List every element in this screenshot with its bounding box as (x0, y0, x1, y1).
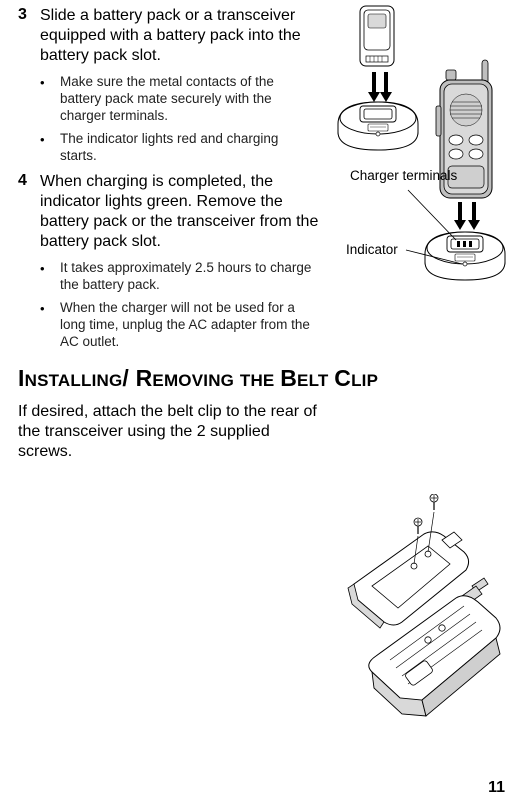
bullet-marker: • (40, 300, 60, 351)
bullet-marker: • (40, 260, 60, 294)
bullet-text: When the charger will not be used for a … (60, 300, 315, 351)
page-number: 11 (488, 779, 505, 797)
bullet-marker: • (40, 131, 60, 165)
bullet-text: It takes approximately 2.5 hours to char… (60, 260, 315, 294)
bullet-marker: • (40, 74, 60, 125)
bullet-text: The indicator lights red and charging st… (60, 131, 315, 165)
belt-clip-diagram (316, 494, 511, 749)
body-text: If desired, attach the belt clip to the … (18, 402, 323, 462)
step-number: 3 (18, 6, 40, 66)
step-text: Slide a battery pack or a transceiver eq… (40, 6, 320, 66)
label-indicator: Indicator (346, 242, 398, 258)
step-number: 4 (18, 172, 40, 252)
step-text: When charging is completed, the indicato… (40, 172, 320, 252)
bullet-text: Make sure the metal contacts of the batt… (60, 74, 315, 125)
charger-diagram: Charger terminals Indicator (330, 4, 515, 294)
label-charger-terminals: Charger terminals (350, 168, 457, 184)
section-heading: INSTALLING/ REMOVING THE BELT CLIP (18, 365, 507, 392)
